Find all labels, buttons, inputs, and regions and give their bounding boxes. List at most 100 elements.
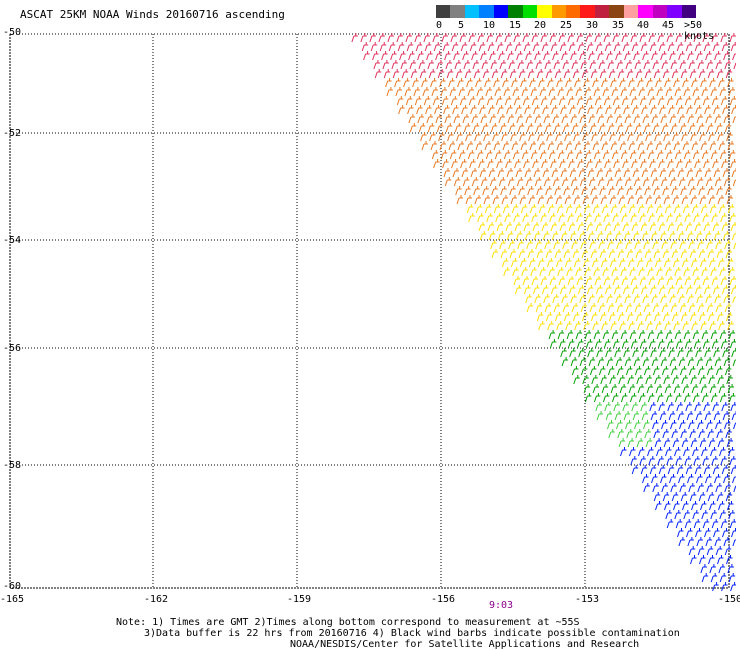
wind-barb	[520, 78, 527, 88]
wind-barb	[716, 312, 724, 322]
wind-barb	[602, 393, 610, 403]
wind-barb	[418, 60, 425, 70]
wind-barb	[491, 69, 499, 79]
wind-barb	[715, 123, 723, 133]
wind-barb	[406, 42, 414, 52]
wind-barb	[554, 249, 561, 259]
wind-barb	[590, 69, 598, 79]
wind-barb	[506, 231, 514, 241]
wind-barb	[696, 537, 703, 547]
wind-barb	[598, 366, 606, 376]
wind-barb	[674, 87, 681, 97]
wind-barb	[649, 222, 656, 232]
wind-barb	[592, 321, 599, 331]
wind-barb	[487, 42, 495, 52]
wind-barb	[675, 339, 683, 349]
wind-barb	[523, 42, 531, 52]
wind-barb	[460, 159, 467, 169]
wind-barb	[725, 249, 732, 259]
wind-barb	[720, 213, 727, 223]
wind-barb	[518, 69, 526, 79]
wind-barb	[712, 222, 719, 232]
wind-barb	[610, 141, 617, 151]
wind-barb	[667, 402, 674, 412]
wind-barb	[656, 330, 664, 340]
wind-barb	[626, 312, 634, 322]
legend-swatch	[594, 5, 610, 18]
wind-barb	[689, 429, 696, 439]
wind-barb	[553, 123, 561, 133]
wind-barb	[603, 213, 610, 223]
wind-barb	[498, 51, 505, 61]
lon-label-162: -162	[144, 594, 169, 605]
wind-barb	[614, 348, 621, 358]
wind-barb	[672, 132, 679, 142]
wind-barb	[541, 222, 548, 232]
wind-barb	[686, 105, 693, 115]
wind-barb	[529, 204, 537, 214]
wind-barb	[721, 159, 728, 169]
wind-barb	[711, 33, 718, 43]
lon-label-150: -150	[718, 594, 740, 605]
wind-barb	[427, 123, 435, 133]
wind-barb	[378, 33, 385, 43]
wind-barb	[539, 150, 547, 160]
wind-barb	[519, 195, 526, 205]
wind-barb	[578, 231, 586, 241]
wind-barb	[723, 357, 731, 367]
wind-barb	[635, 429, 642, 439]
wind-barb	[390, 51, 397, 61]
wind-barb	[722, 528, 729, 538]
wind-barb	[637, 204, 645, 214]
wind-barb	[655, 384, 663, 394]
wind-barb	[426, 51, 433, 61]
wind-barb	[603, 276, 610, 286]
wind-barb	[486, 213, 493, 223]
wind-barb	[645, 375, 652, 385]
wind-barb	[568, 285, 576, 295]
wind-barb	[493, 141, 500, 151]
wind-barb	[622, 285, 630, 295]
wind-barb	[583, 204, 591, 214]
wind-barb	[727, 141, 734, 151]
wind-barb	[545, 186, 552, 196]
wind-barb	[672, 375, 679, 385]
wind-barb	[678, 357, 686, 367]
wind-barb	[707, 492, 715, 502]
wind-barb	[611, 393, 619, 403]
wind-barb	[569, 168, 576, 178]
wind-barb	[706, 483, 713, 493]
wind-barb	[598, 240, 605, 250]
wind-barb	[618, 375, 625, 385]
wind-barb	[712, 285, 720, 295]
wind-barb	[709, 204, 717, 214]
wind-barb	[587, 348, 594, 358]
wind-barb	[692, 330, 700, 340]
wind-barb	[538, 141, 545, 151]
wind-barb	[707, 429, 714, 439]
wind-barb	[711, 456, 718, 466]
wind-barb	[697, 60, 704, 70]
wind-barb	[646, 321, 653, 331]
wind-barb	[483, 132, 490, 142]
wind-barb	[644, 69, 652, 79]
wind-barb	[456, 132, 463, 142]
wind-barb	[717, 438, 725, 448]
wind-barb	[613, 222, 620, 232]
wind-barb	[634, 303, 642, 313]
lat-label-54: -54	[3, 235, 22, 246]
wind-barb	[639, 456, 646, 466]
wind-barb	[666, 276, 673, 286]
wind-barb	[519, 132, 526, 142]
wind-barb	[623, 168, 630, 178]
wind-barb	[508, 123, 516, 133]
wind-barb	[683, 393, 691, 403]
wind-barb	[494, 87, 501, 97]
wind-barb	[538, 204, 546, 214]
wind-barb	[620, 393, 628, 403]
wind-barb	[663, 195, 670, 205]
wind-barb	[638, 393, 646, 403]
wind-barb	[647, 267, 654, 277]
wind-barb	[586, 222, 593, 232]
wind-barb	[705, 294, 712, 304]
